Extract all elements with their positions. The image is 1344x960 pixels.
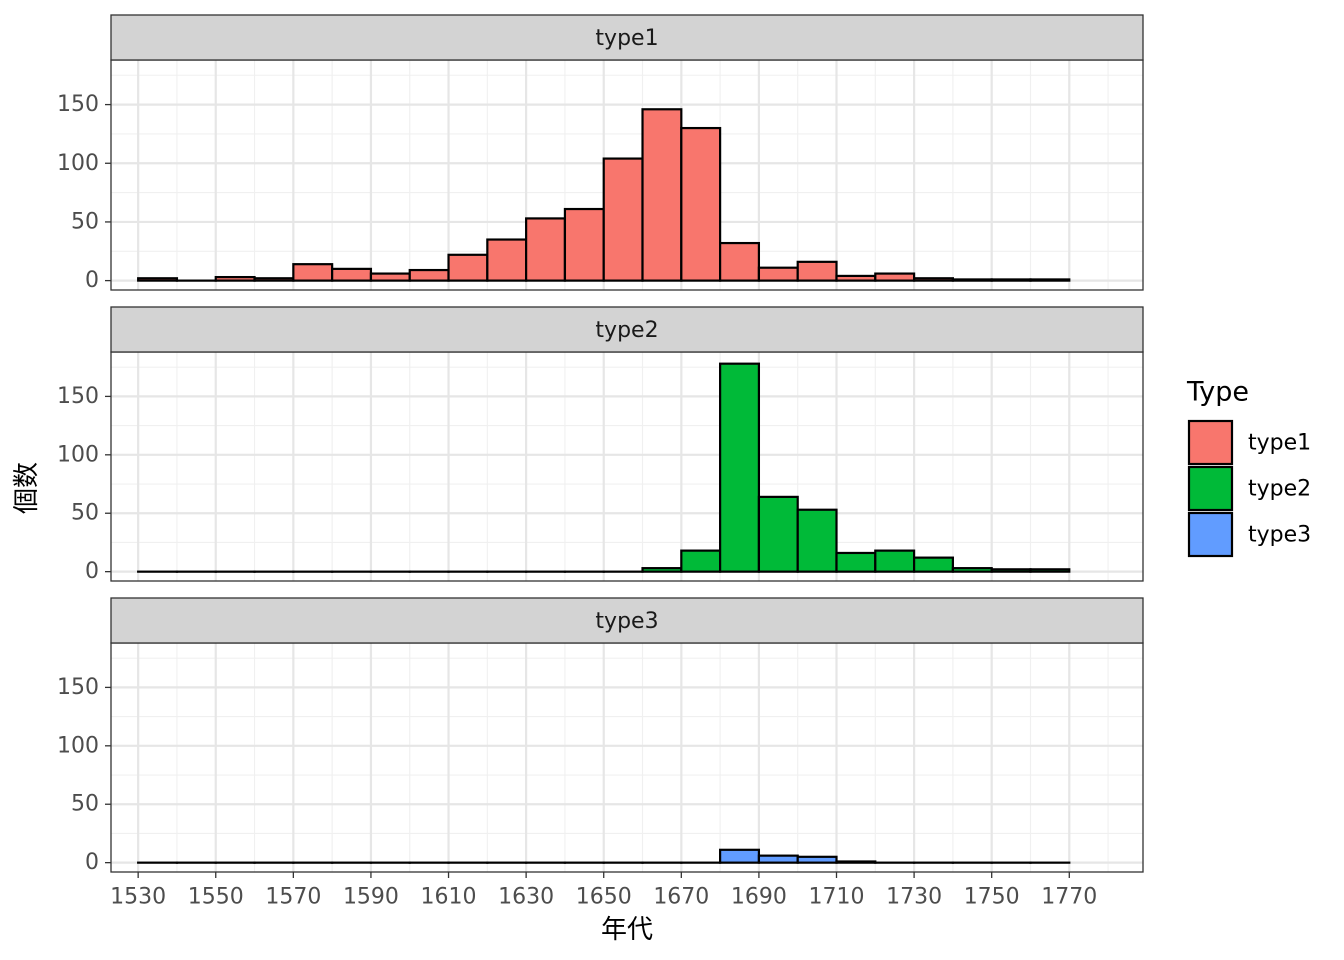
- x-tick-label: 1730: [886, 885, 942, 910]
- bar-type1-1720: [874, 272, 916, 282]
- y-tick-label: 0: [85, 850, 99, 875]
- bar-type1-1560: [253, 277, 295, 282]
- bar-type2-1690: [757, 495, 799, 573]
- bar-type2-1720: [874, 549, 916, 573]
- bar-type1-1690: [757, 266, 799, 282]
- y-tick-label: 50: [71, 501, 99, 526]
- bar-type1-1750: [990, 278, 1032, 282]
- x-tick-label: 1570: [265, 885, 321, 910]
- facet-panel-type2: type2 0 50 100 150: [57, 306, 1144, 584]
- legend-key-type3: [1187, 511, 1234, 558]
- bar-type1-1710: [835, 274, 877, 282]
- bar-type2-1660: [641, 567, 683, 573]
- x-tick-label: 1630: [498, 885, 554, 910]
- legend: Type type1 type2 type3: [1186, 377, 1311, 558]
- x-tick-label: 1690: [731, 885, 787, 910]
- legend-label-type2: type2: [1248, 477, 1311, 502]
- bar-type2-1680: [719, 362, 761, 573]
- bar-type1-1640: [563, 207, 605, 282]
- x-tick-label: 1590: [343, 885, 399, 910]
- legend-title: Type: [1186, 377, 1249, 408]
- y-axis-title: 個数: [12, 462, 42, 514]
- x-axis-title: 年代: [601, 915, 653, 945]
- x-tick-label: 1750: [964, 885, 1020, 910]
- bar-type1-1580: [331, 267, 373, 282]
- facet-strip-label: type3: [595, 609, 658, 634]
- legend-label-type3: type3: [1248, 523, 1311, 548]
- panel-background: [111, 643, 1143, 872]
- bar-type2-1700: [796, 508, 838, 573]
- y-tick-label: 150: [57, 92, 99, 117]
- facet-strip-label: type1: [595, 26, 658, 51]
- y-tick-label: 50: [71, 209, 99, 234]
- bar-type1-1680: [719, 241, 761, 282]
- y-tick-label: 0: [85, 268, 99, 293]
- x-tick-label: 1530: [110, 885, 166, 910]
- bar-type1-1700: [796, 260, 838, 282]
- legend-label-type1: type1: [1248, 431, 1311, 456]
- bar-type2-1750: [990, 568, 1032, 573]
- legend-key-type1: [1187, 419, 1234, 466]
- y-tick-label: 100: [57, 442, 99, 467]
- bar-type2-1730: [912, 556, 954, 573]
- bar-type2-1670: [680, 549, 722, 573]
- bar-type3-1680: [719, 848, 761, 864]
- bar-type1-1740: [951, 278, 993, 282]
- bar-type1-1670: [680, 126, 722, 282]
- y-tick-label: 100: [57, 151, 99, 176]
- bar-type1-1650: [602, 157, 644, 282]
- panel-background: [111, 352, 1143, 581]
- bar-type1-1600: [408, 268, 450, 282]
- bar-type3-1710: [835, 860, 877, 864]
- x-tick-label: 1670: [653, 885, 709, 910]
- x-tick-label: 1550: [188, 885, 244, 910]
- bar-type1-1620: [486, 238, 528, 282]
- y-tick-label: 150: [57, 675, 99, 700]
- facet-strip: [110, 597, 1144, 644]
- bar-type2-1760: [1029, 568, 1071, 573]
- facet-strip: [110, 306, 1144, 353]
- bar-type1-1760: [1029, 278, 1071, 282]
- bar-type1-1550: [214, 275, 256, 282]
- x-tick-label: 1770: [1041, 885, 1097, 910]
- y-tick-label: 0: [85, 559, 99, 584]
- x-tick-label: 1710: [809, 885, 865, 910]
- bar-type1-1590: [369, 272, 411, 282]
- bar-type2-1740: [951, 567, 993, 573]
- bar-type1-1660: [641, 108, 683, 282]
- facet-strip: [110, 14, 1144, 61]
- bar-type1-1570: [292, 263, 334, 282]
- y-tick-label: 150: [57, 384, 99, 409]
- y-tick-label: 100: [57, 733, 99, 758]
- bar-type1-1610: [447, 253, 489, 282]
- x-tick-label: 1650: [576, 885, 632, 910]
- bar-type2-1710: [835, 551, 877, 573]
- bar-type3-1690: [757, 854, 799, 864]
- bar-type1-1630: [525, 217, 567, 282]
- bar-type1-1530: [137, 277, 179, 282]
- facet-strip-label: type2: [595, 318, 658, 343]
- facet-panel-type3: type3 0 50 100 150: [57, 597, 1144, 875]
- legend-key-type2: [1187, 465, 1234, 512]
- bar-type3-1700: [796, 855, 838, 864]
- y-tick-label: 50: [71, 792, 99, 817]
- facet-panel-type1: type1 0 50 100 150: [57, 14, 1144, 293]
- x-tick-label: 1610: [421, 885, 477, 910]
- bar-type1-1730: [912, 277, 954, 282]
